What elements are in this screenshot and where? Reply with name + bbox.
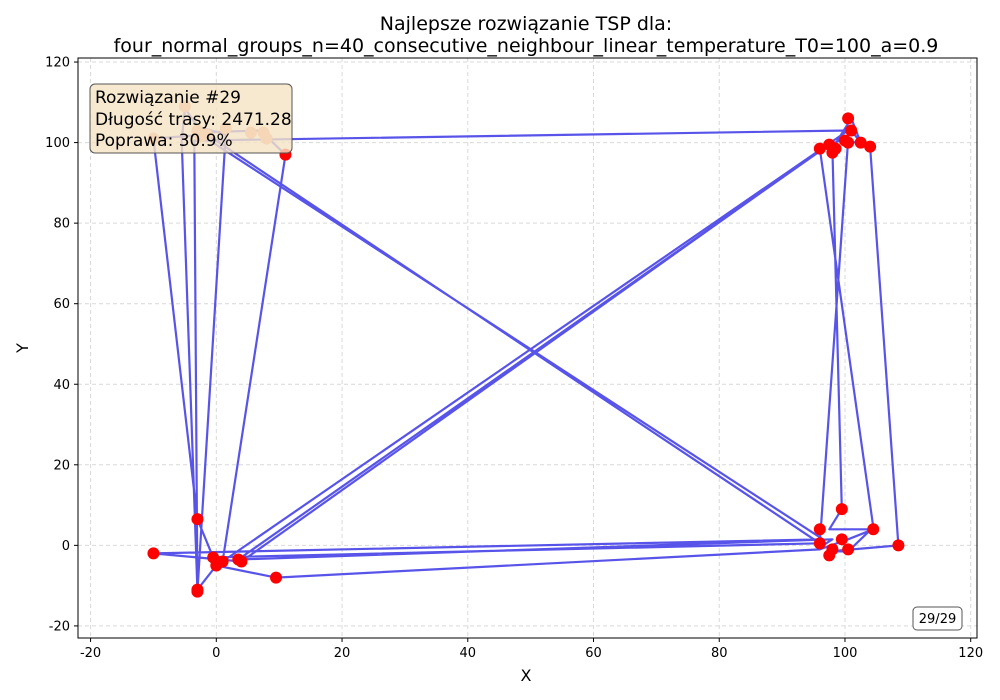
city-point (854, 136, 867, 149)
x-axis-label: X (521, 666, 532, 685)
city-point (232, 553, 245, 566)
city-point (864, 140, 877, 153)
city-point (826, 543, 839, 556)
city-point (892, 539, 905, 552)
x-tick-label: 60 (585, 646, 602, 661)
x-tick-label: 120 (958, 646, 983, 661)
chart-title-line-1: Najlepsze rozwiązanie TSP dla: (380, 13, 672, 35)
city-point (829, 142, 842, 155)
x-tick-label: 0 (212, 646, 220, 661)
frame-counter-text: 29/29 (919, 612, 956, 627)
city-point (813, 523, 826, 536)
city-point (207, 551, 220, 564)
y-tick-label: 40 (53, 378, 70, 393)
y-axis-label: Y (13, 343, 32, 354)
y-tick-label: 60 (53, 297, 70, 312)
city-point (813, 142, 826, 155)
tsp-route (152, 107, 900, 592)
info-solution-number: Rozwiązanie #29 (95, 88, 241, 108)
frame-counter-box (912, 606, 963, 631)
y-tick-label: 80 (53, 217, 70, 232)
x-tick-label: 100 (833, 646, 858, 661)
y-tick-label: 100 (45, 136, 70, 151)
city-point (147, 547, 160, 560)
city-point (845, 124, 858, 137)
x-tick-label: 40 (460, 646, 477, 661)
city-point (835, 503, 848, 516)
city-point (191, 513, 204, 526)
route-line (152, 107, 900, 592)
city-point (216, 555, 229, 568)
y-tick-label: 0 (62, 539, 70, 554)
city-point (842, 543, 855, 556)
axis-ticks: -20 0 20 40 60 80 100 120 -20 0 20 40 60 80 100 120 (45, 56, 983, 661)
y-tick-label: 20 (53, 458, 70, 473)
x-tick-label: 80 (711, 646, 728, 661)
city-point (867, 523, 880, 536)
city-point (191, 583, 204, 596)
y-tick-label: -20 (49, 619, 70, 634)
x-tick-label: 20 (334, 646, 351, 661)
city-point (842, 136, 855, 149)
city-point (842, 112, 855, 125)
info-box: Rozwiązanie #29 Długość trasy: 2471.28 P… (89, 83, 293, 154)
y-tick-label: 120 (45, 56, 70, 71)
city-point (813, 537, 826, 550)
plot-frame (77, 57, 978, 639)
chart-title-line-2: four_normal_groups_n=40_consecutive_neig… (114, 35, 939, 57)
city-point (270, 571, 283, 584)
city-point (835, 533, 848, 546)
info-improvement: Poprawa: 30.9% (95, 131, 233, 151)
info-route-length: Długość trasy: 2471.28 (95, 110, 292, 130)
info-box-background (89, 83, 293, 154)
x-tick-label: -20 (80, 646, 101, 661)
frame-counter: 29/29 (912, 606, 963, 631)
